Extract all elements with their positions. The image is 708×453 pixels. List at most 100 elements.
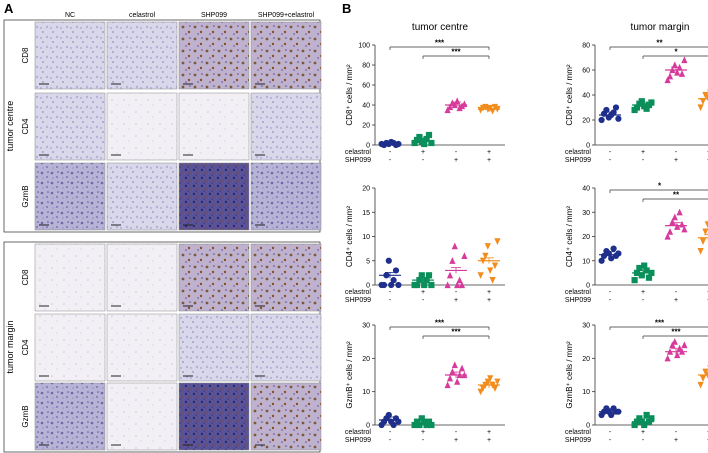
data-point: [413, 418, 421, 425]
y-tick-label: 5: [366, 258, 370, 265]
treatment-sign: -: [389, 429, 392, 436]
data-point: [638, 98, 645, 105]
data-point: [454, 281, 461, 289]
treatment-sign: +: [707, 157, 708, 164]
data-point: [704, 221, 708, 228]
micrograph-tile: [178, 382, 250, 451]
y-tick-label: 20: [362, 123, 370, 130]
scatter-chart: 0 10 20 30 GzmB⁺ cells / mm² *** *** celastrol -…: [565, 319, 708, 444]
data-point: [390, 421, 397, 429]
treatment-label: SHP099: [565, 297, 591, 304]
column-header: SHP099: [201, 12, 227, 19]
data-point: [458, 281, 466, 289]
treatment-sign: +: [421, 429, 425, 436]
treatment-sign: +: [487, 297, 491, 304]
panel-a-label: A: [4, 1, 14, 16]
data-point: [458, 364, 466, 372]
significance-label: ***: [655, 319, 665, 328]
micrograph-tile: [34, 162, 106, 231]
treatment-sign: -: [455, 429, 458, 436]
treatment-label: celastrol: [565, 149, 592, 156]
data-point: [421, 281, 428, 289]
data-point: [444, 381, 451, 389]
chart-column-title: tumor centre: [412, 22, 469, 33]
treatment-sign: -: [389, 297, 392, 304]
stain-label: CD4: [21, 339, 30, 356]
data-point: [664, 232, 671, 240]
tissue-image: [106, 21, 178, 90]
micrograph-tile: [34, 382, 106, 451]
treatment-sign: -: [609, 297, 612, 304]
column-header: NC: [65, 12, 75, 19]
tissue-image: [178, 21, 250, 90]
tissue-image: [250, 243, 322, 312]
data-point: [477, 272, 484, 279]
chart-column-title: tumor margin: [631, 22, 690, 33]
significance-label: ***: [451, 48, 461, 57]
micrograph-tile: [178, 21, 250, 90]
treatment-sign: +: [487, 157, 491, 164]
data-point: [699, 375, 707, 382]
y-tick-label: 0: [586, 283, 590, 290]
y-axis-label: CD4⁺ cells / mm²: [565, 206, 574, 267]
tissue-image: [106, 313, 178, 382]
data-point: [477, 388, 484, 396]
y-tick-label: 30: [582, 323, 590, 330]
y-tick-label: 10: [582, 258, 590, 265]
significance-label: **: [656, 39, 663, 48]
data-point: [669, 218, 676, 226]
treatment-sign: +: [421, 289, 425, 296]
treatment-sign: +: [454, 437, 458, 444]
y-tick-label: 20: [582, 234, 590, 241]
treatment-sign: +: [454, 297, 458, 304]
data-point: [428, 281, 435, 289]
data-point: [487, 375, 494, 382]
y-tick-label: 0: [586, 143, 590, 150]
y-tick-label: 20: [582, 356, 590, 363]
data-point: [487, 267, 494, 275]
treatment-sign: -: [389, 437, 392, 444]
tissue-image: [250, 21, 322, 90]
data-point: [416, 421, 423, 429]
data-point: [418, 415, 425, 422]
tissue-image: [106, 162, 178, 231]
treatment-sign: +: [641, 289, 645, 296]
tissue-image: [106, 92, 178, 161]
treatment-sign: -: [609, 289, 612, 296]
data-point: [666, 228, 674, 235]
data-point: [676, 208, 683, 216]
tissue-image: [178, 162, 250, 231]
data-point: [702, 228, 708, 236]
data-point: [641, 421, 648, 429]
tissue-image: [178, 313, 250, 382]
data-point: [411, 421, 418, 429]
significance-label: ***: [435, 319, 445, 328]
data-point: [664, 354, 671, 362]
data-point: [425, 272, 433, 279]
data-point: [395, 281, 402, 289]
data-point: [454, 97, 461, 105]
data-point: [648, 415, 655, 422]
treatment-label: celastrol: [345, 289, 372, 296]
data-point: [681, 56, 688, 64]
micrograph-tile: [250, 313, 322, 382]
data-point: [638, 272, 645, 279]
data-point: [428, 139, 435, 147]
treatment-sign: -: [422, 297, 425, 304]
y-tick-label: 10: [582, 389, 590, 396]
tissue-image: [250, 92, 322, 161]
scatter-chart: 0 20 40 60 80 100 CD8⁺ cells / mm² *** *** celast…: [345, 39, 505, 164]
micrograph-tile: [106, 382, 178, 451]
treatment-sign: +: [454, 157, 458, 164]
panel-a-micrographs: A NC celastrol SHP099 SHP099+celastrol tumor …: [3, 1, 322, 453]
data-point: [633, 104, 641, 111]
y-axis-label: GzmB⁺ cells / mm²: [345, 341, 354, 409]
treatment-sign: +: [707, 429, 708, 436]
panel-b-label: B: [342, 1, 351, 16]
tissue-image: [250, 382, 322, 451]
scatter-chart: 0 10 20 30 GzmB⁺ cells / mm² *** *** celastrol -…: [345, 319, 505, 444]
treatment-sign: -: [389, 157, 392, 164]
treatment-label: celastrol: [345, 429, 372, 436]
data-point: [643, 267, 650, 274]
